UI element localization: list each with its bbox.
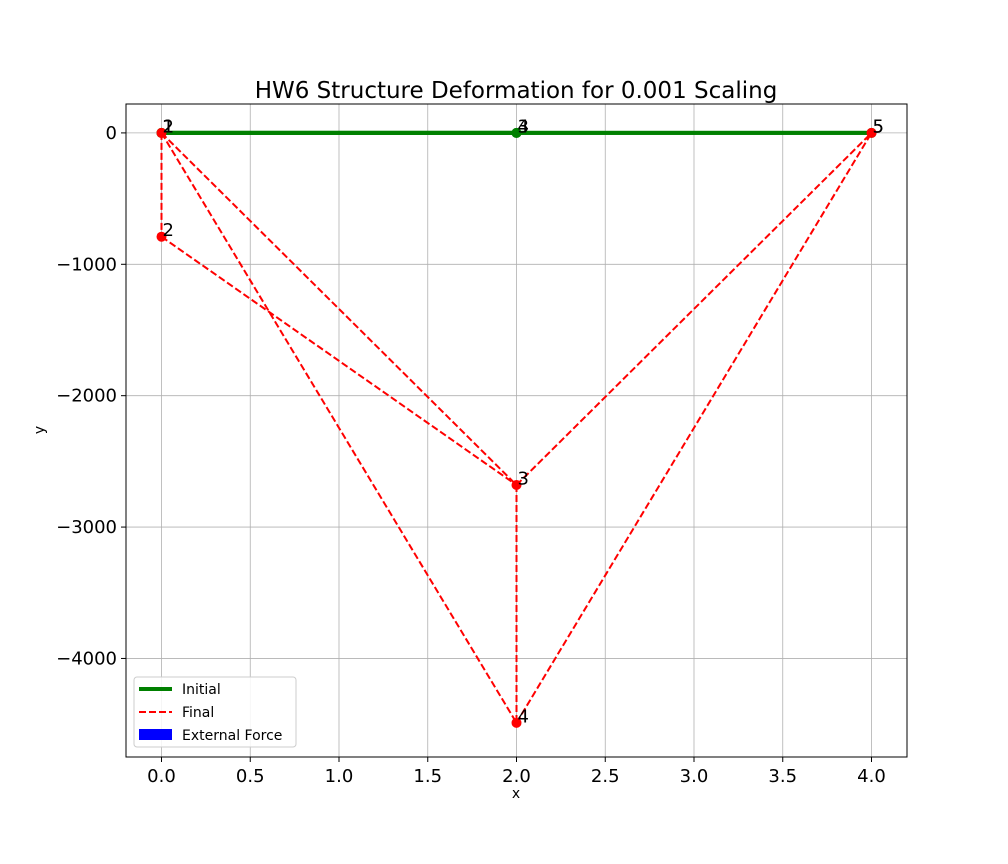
x-tick-label: 1.5 [413,766,442,787]
x-tick-label: 1.0 [325,766,354,787]
y-tick-label: −2000 [56,386,117,407]
y-tick-label: −1000 [56,254,117,275]
chart-title: HW6 Structure Deformation for 0.001 Scal… [255,78,778,104]
y-tick-label: −4000 [56,648,117,669]
initial-node-4 [511,127,522,138]
x-tick-label: 3.5 [768,766,797,787]
final-member-1-3 [160,132,518,486]
legend-box [133,676,297,748]
legend-force-swatch [139,729,172,740]
final-node-3 [511,480,522,491]
final-member-1-4 [160,132,518,724]
final-member-3-5 [515,132,873,486]
initial-node-label-2: 2 [163,116,174,137]
initial-node-label-5: 5 [873,116,884,137]
initial-node-label-4: 4 [518,116,529,137]
initial-node-label-3: 3 [518,116,529,137]
final-structure [156,127,877,728]
final-node-label-4: 4 [518,706,529,727]
y-tick-label: −3000 [56,517,117,538]
final-node-label-1: 1 [163,116,174,137]
y-tick-label: 0 [106,123,117,144]
legend-force-label: External Force [182,728,282,744]
x-tick-label: 4.0 [857,766,886,787]
final-node-1 [156,127,167,138]
final-node-4 [511,717,522,728]
axis-ticks: 0.0 0.5 1.0 1.5 2.0 2.5 3.0 3.5 4.0 0 −1000 −2000 −3… [56,123,886,787]
final-node-5 [866,127,877,138]
legend-initial-label: Initial [182,682,221,698]
legend: Initial Final External Force [133,676,297,748]
initial-node-label-1: 1 [163,116,174,137]
y-axis-label: y [32,426,48,434]
final-member-2-3 [160,235,518,486]
legend-final-label: Final [182,705,214,721]
final-node-label-2: 2 [163,220,174,241]
final-member-4-5 [515,132,873,724]
x-tick-label: 0.0 [147,766,176,787]
x-tick-label: 2.5 [591,766,620,787]
x-tick-label: 0.5 [236,766,265,787]
x-tick-label: 2.0 [502,766,531,787]
final-node-label-3: 3 [518,469,529,490]
final-node-2 [156,231,167,242]
x-tick-label: 3.0 [680,766,709,787]
final-node-label-5: 5 [873,116,884,137]
x-axis-label: x [512,786,520,802]
